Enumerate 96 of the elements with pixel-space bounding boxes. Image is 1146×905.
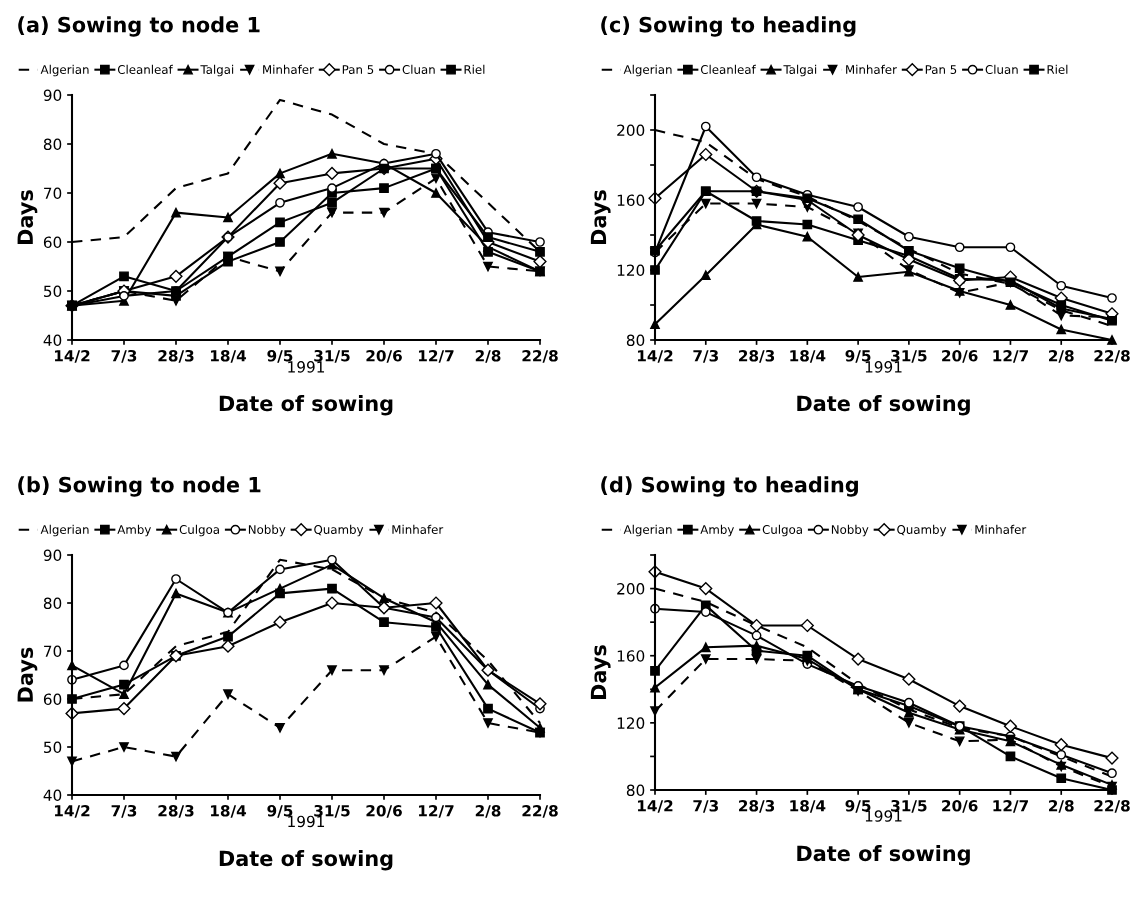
legend-label: Algerian: [623, 64, 672, 77]
x-tick-label: 7/3: [111, 349, 137, 363]
legend-label: Culgoa: [762, 524, 802, 537]
y-axis-title: Days: [17, 647, 38, 702]
x-tick-label: 7/3: [111, 804, 137, 818]
x-tick-label: 18/4: [790, 799, 826, 813]
chart-title: (c) Sowing to heading: [601, 16, 856, 37]
x-tick-label: 22/8: [1094, 349, 1130, 363]
x-tick-label: 31/5: [891, 349, 927, 363]
legend-label: Nobby: [248, 524, 286, 537]
y-tick-label: 80: [626, 784, 645, 797]
legend-label: Minhafer: [975, 524, 1027, 534]
legend-label: Culgoa: [179, 524, 219, 537]
x-tick-label: 12/7: [418, 349, 454, 363]
y-tick-label: 60: [43, 236, 62, 249]
x-tick-label: 20/6: [366, 349, 402, 363]
x-tick-label: 20/6: [942, 799, 978, 813]
legend-label: Amby: [700, 524, 734, 537]
x-tick-label: 2/8: [475, 349, 501, 363]
legend-label: Quamby: [314, 524, 364, 537]
chart-title: (d) Sowing to heading: [601, 476, 858, 497]
x-tick-label: 14/2: [637, 349, 673, 363]
y-tick-label: 50: [44, 285, 62, 298]
y-tick-label: 70: [44, 187, 62, 200]
y-tick-label: 200: [617, 583, 645, 595]
x-tick-label: 12/7: [418, 804, 454, 818]
x-tick-label: 28/3: [158, 804, 194, 818]
x-tick-label: 28/3: [158, 349, 194, 363]
text: 1991: [288, 361, 325, 373]
legend-label: Talgai: [783, 64, 817, 77]
x-tick-label: 14/2: [637, 799, 673, 813]
y-tick-label: 160: [617, 194, 645, 207]
legend-label: Cluan: [402, 64, 435, 74]
x-tick-label: 2/8: [475, 804, 501, 818]
y-tick-label: 70: [44, 645, 62, 658]
y-tick-label: 120: [617, 264, 645, 277]
x-tick-label: 18/4: [210, 804, 247, 818]
legend-label: Cluan: [985, 64, 1018, 74]
y-axis-title: Days: [17, 190, 38, 244]
legend-label: Cleanleaf: [700, 64, 756, 74]
x-tick-label: 28/3: [739, 349, 775, 363]
y-tick-label: 80: [43, 597, 62, 610]
x-tick-label: 9/5: [267, 350, 293, 363]
legend-label: Riel: [464, 64, 485, 74]
x-tick-label: 20/6: [366, 804, 402, 818]
y-tick-label: 50: [44, 741, 62, 754]
y-tick-label: 40: [43, 334, 62, 347]
legend-label: Cleanleaf: [117, 64, 173, 74]
x-tick-label: 14/2: [54, 804, 90, 818]
chart-title: (b) Sowing to node 1: [18, 476, 261, 497]
x-tick-label: 2/8: [1049, 349, 1074, 363]
x-tick-label: 22/8: [1094, 799, 1130, 813]
x-tick-label: 18/4: [210, 349, 247, 363]
text: 1991: [865, 361, 902, 373]
y-tick-label: 80: [626, 334, 645, 347]
x-tick-label: 18/4: [790, 349, 826, 363]
legend-label: Algerian: [40, 64, 89, 77]
legend-label: Talgai: [200, 64, 234, 77]
legend-label: Algerian: [623, 524, 672, 537]
legend-label: Minhafer: [263, 64, 314, 74]
chart-title: (a) Sowing to node 1: [18, 16, 260, 37]
x-axis-title: Date of sowing: [219, 850, 393, 871]
y-tick-label: 90: [43, 549, 62, 562]
x-tick-label: 20/6: [942, 349, 978, 363]
y-tick-label: 90: [43, 89, 62, 102]
x-tick-label: 28/3: [739, 799, 775, 813]
y-axis-title: Days: [590, 645, 611, 699]
x-tick-label: 7/3: [693, 349, 718, 363]
y-tick-label: 40: [43, 789, 62, 802]
x-axis-title: Date of sowing: [797, 395, 970, 416]
legend-label: Nobby: [831, 524, 869, 537]
x-tick-label: 9/5: [845, 350, 871, 363]
legend-label: Minhafer: [846, 64, 897, 74]
y-axis-title: Days: [590, 190, 611, 244]
x-tick-label: 31/5: [314, 349, 350, 363]
x-tick-label: 12/7: [993, 799, 1028, 813]
x-axis-title: Date of sowing: [797, 845, 970, 866]
y-tick-label: 160: [617, 650, 645, 662]
x-tick-label: 12/7: [993, 349, 1028, 363]
y-tick-label: 60: [43, 693, 62, 706]
y-tick-label: 200: [617, 124, 645, 137]
y-tick-label: 80: [43, 138, 62, 151]
legend-label: Algerian: [40, 524, 89, 537]
y-tick-label: 120: [617, 717, 645, 729]
legend-label: Minhafer: [392, 524, 444, 534]
x-axis-title: Date of sowing: [219, 395, 393, 416]
x-tick-label: 7/3: [693, 799, 718, 813]
x-tick-label: 22/8: [522, 349, 558, 363]
x-tick-label: 14/2: [54, 349, 90, 363]
legend-label: Amby: [117, 524, 151, 537]
legend-label: Riel: [1047, 64, 1068, 74]
x-tick-label: 22/8: [522, 804, 558, 818]
legend-label: Pan 5: [925, 65, 957, 74]
legend-label: Pan 5: [342, 65, 374, 74]
legend-label: Quamby: [897, 524, 947, 537]
x-tick-label: 2/8: [1049, 799, 1074, 813]
